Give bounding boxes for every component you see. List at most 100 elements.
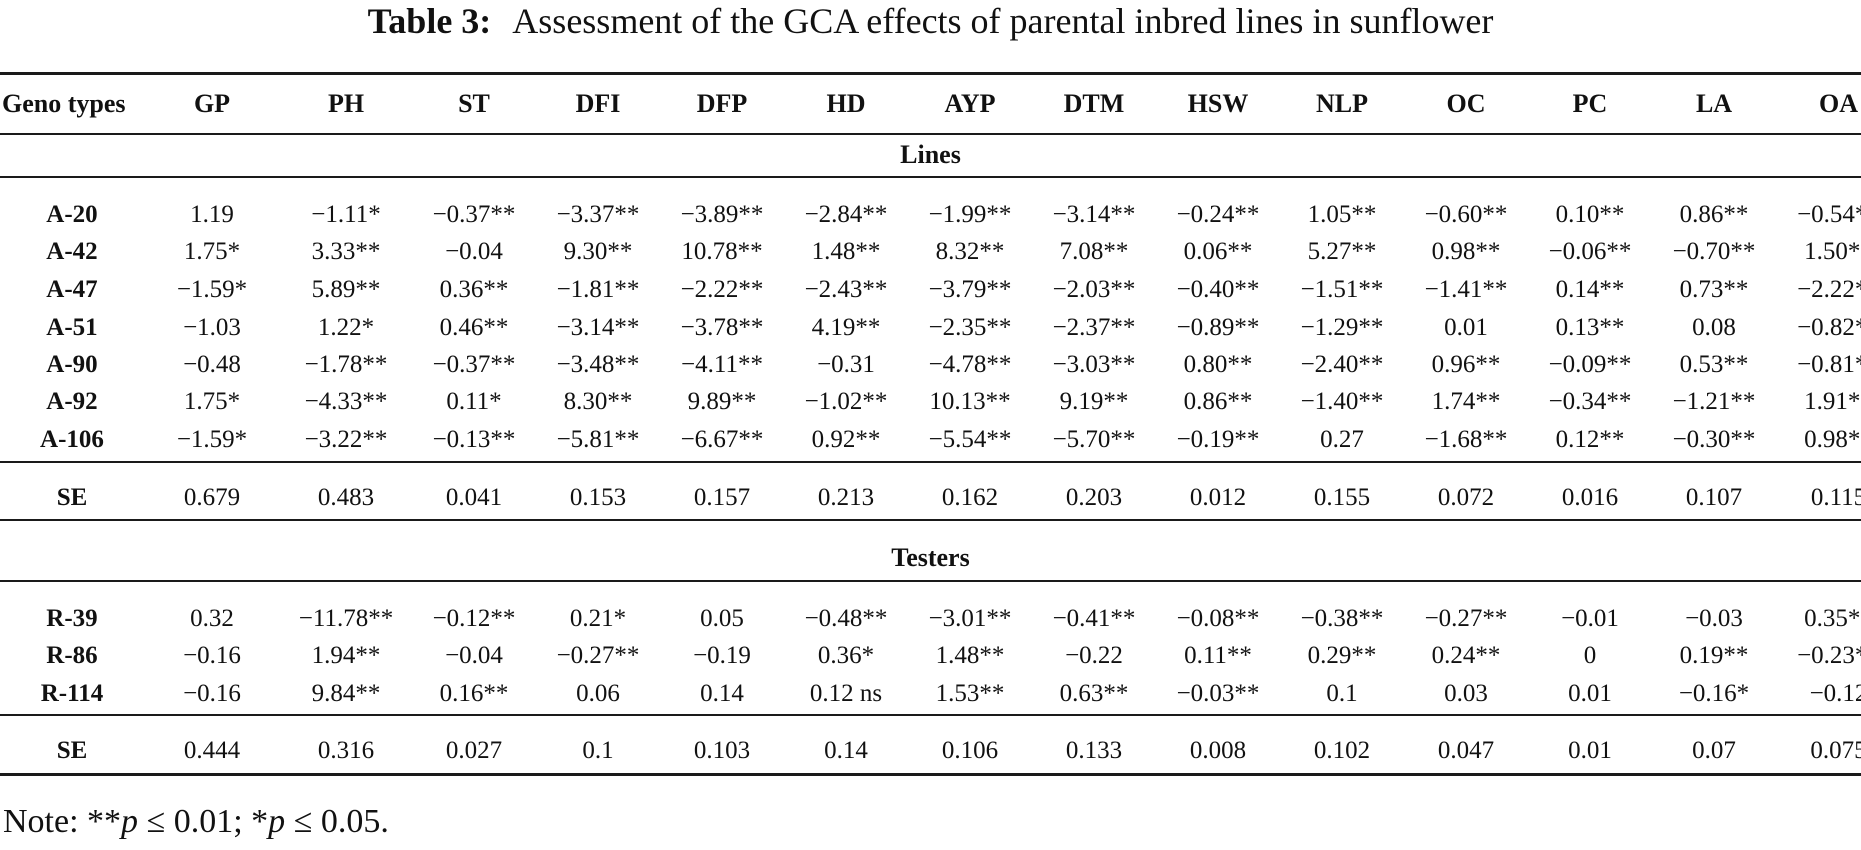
cell: 1.94** (311, 642, 381, 669)
cell: −2.22** (1797, 276, 1861, 303)
cell: 0.86** (1183, 388, 1253, 415)
cell: −0.19** (1176, 426, 1260, 453)
table-row: R-86 −0.16 1.94** −0.04 −0.27** −0.19 0.… (0, 638, 1861, 674)
cell: 9.84** (311, 680, 381, 707)
row-genotype: A-106 (40, 426, 104, 453)
cell: −1.68** (1424, 426, 1508, 453)
table-row: R-39 0.32 −11.78** −0.12** 0.21* 0.05 −0… (0, 601, 1861, 637)
cell: −3.37** (556, 201, 640, 228)
cell: −5.70** (1052, 426, 1136, 453)
cell: 0.483 (317, 484, 375, 511)
cell: 0.03 (1444, 680, 1488, 707)
cell: 1.19 (190, 201, 234, 228)
cell: −0.12 (1809, 680, 1861, 707)
header-row: Geno types GP PH ST DFI DFP HD AYP DTM H… (0, 78, 1861, 130)
col-header-pc: PC (1572, 89, 1608, 118)
cell: −0.23** (1797, 642, 1861, 669)
cell: −0.03 (1685, 605, 1743, 632)
cell: −0.81** (1797, 351, 1861, 378)
cell: −0.04 (445, 238, 503, 265)
cell: 0.73** (1679, 276, 1749, 303)
cell: 0.14** (1555, 276, 1625, 303)
cell: 9.30** (563, 238, 633, 265)
cell: 0.316 (317, 737, 375, 764)
cell: 0.07 (1692, 737, 1736, 764)
caption-text: Assessment of the GCA effects of parenta… (512, 1, 1494, 41)
cell: 1.74** (1431, 388, 1501, 415)
cell: 0.107 (1685, 484, 1743, 511)
col-header-genotypes: Geno types (2, 89, 126, 118)
cell: −3.14** (1052, 201, 1136, 228)
cell: 0.072 (1437, 484, 1495, 511)
cell: 0.13** (1555, 314, 1625, 341)
cell: 1.22* (317, 314, 375, 341)
cell: 0.11* (446, 388, 502, 415)
cell: 1.75* (183, 388, 241, 415)
cell: 0.153 (569, 484, 627, 511)
cell: 0.157 (693, 484, 751, 511)
cell: 0.46** (439, 314, 509, 341)
cell: −2.84** (804, 201, 888, 228)
cell: 0.106 (941, 737, 999, 764)
cell: 0.27 (1320, 426, 1364, 453)
cell: −0.04 (445, 642, 503, 669)
cell: −5.54** (928, 426, 1012, 453)
row-genotype: A-92 (46, 388, 98, 415)
cell: 0.98** (1431, 238, 1501, 265)
cell: 0.14 (700, 680, 744, 707)
cell: 0.08 (1692, 314, 1736, 341)
row-genotype: SE (56, 737, 88, 764)
cell: −0.60** (1424, 201, 1508, 228)
cell: −0.22 (1065, 642, 1123, 669)
cell: 0.98** (1804, 426, 1861, 453)
cell: −3.03** (1052, 351, 1136, 378)
cell: 3.33** (311, 238, 381, 265)
col-header-la: LA (1695, 89, 1733, 118)
section-title-lines: Lines (900, 140, 961, 169)
table-row: R-114 −0.16 9.84** 0.16** 0.06 0.14 0.12… (0, 676, 1861, 712)
cell: 1.53** (935, 680, 1005, 707)
cell: 0.027 (445, 737, 503, 764)
top-rule (0, 72, 1861, 75)
cell: −0.89** (1176, 314, 1260, 341)
cell: −4.78** (928, 351, 1012, 378)
row-genotype: A-20 (46, 201, 98, 228)
cell: 0.155 (1313, 484, 1371, 511)
cell: 0.008 (1189, 737, 1247, 764)
cell: 8.30** (563, 388, 633, 415)
cell: 0.06 (576, 680, 620, 707)
cell: 5.27** (1307, 238, 1377, 265)
cell: −2.37** (1052, 314, 1136, 341)
row-genotype: A-90 (46, 351, 98, 378)
cell: −0.37** (432, 201, 516, 228)
cell: 0.05 (700, 605, 744, 632)
cell: −0.24** (1176, 201, 1260, 228)
cell: 0.12 ns (809, 680, 883, 707)
cell: −6.67** (680, 426, 764, 453)
caption-label: Table 3: (367, 1, 492, 41)
cell: −4.33** (304, 388, 388, 415)
section-title-testers: Testers (891, 543, 970, 572)
note-prefix: Note: ** (3, 803, 122, 840)
cell: −0.12** (432, 605, 516, 632)
cell: 9.19** (1059, 388, 1129, 415)
cell: −1.11* (311, 201, 381, 228)
cell: 0.21* (569, 605, 627, 632)
cell: 10.78** (681, 238, 763, 265)
cell: 0.01 (1444, 314, 1488, 341)
col-header-ph: PH (327, 89, 365, 118)
cell: 1.48** (935, 642, 1005, 669)
cell: −4.11** (681, 351, 763, 378)
cell: 7.08** (1059, 238, 1129, 265)
cell: −1.59* (176, 276, 248, 303)
cell: 0.36** (439, 276, 509, 303)
cell: 1.75* (183, 238, 241, 265)
cell: 0.92** (811, 426, 881, 453)
testers-title-rule (0, 580, 1861, 582)
table-note: Note: **p ≤ 0.01; *p ≤ 0.05. (3, 800, 389, 844)
cell: 1.50** (1804, 238, 1861, 265)
bottom-rule (0, 773, 1861, 776)
cell: 0.12** (1555, 426, 1625, 453)
testers-body-rule (0, 714, 1861, 716)
